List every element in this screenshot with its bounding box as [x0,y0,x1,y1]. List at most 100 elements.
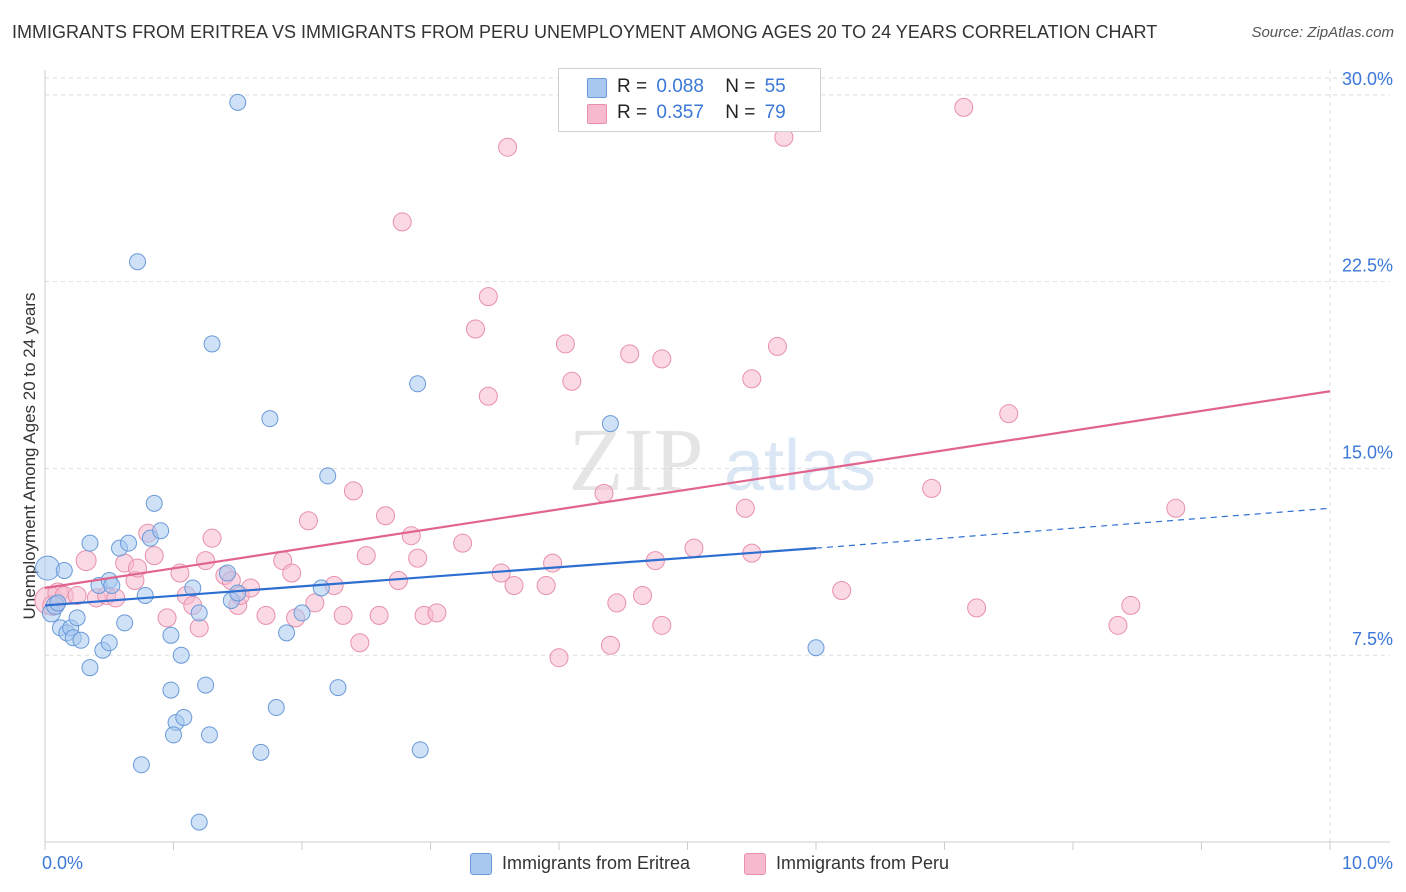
peru-point-28 [282,563,302,583]
peru-point-19 [196,551,216,571]
eritrea-point-5 [55,562,73,580]
bottom-legend-label-eritrea: Immigrants from Eritrea [502,853,691,873]
eritrea-point-21 [132,756,150,774]
legend-eritrea-r-value: 0.088 [656,76,704,97]
peru-point-76 [1108,615,1128,635]
bottom-legend-label-peru: Immigrants from Peru [776,853,950,873]
peru-point-47 [478,386,498,406]
eritrea-point-47 [312,579,330,597]
y-tick-label-2: 22.5% [1342,256,1393,276]
legend-eritrea-n-label: N = [725,76,756,97]
peru-point-74 [967,598,987,618]
eritrea-point-12 [81,659,99,677]
eritrea-point-34 [190,813,208,831]
peru-point-54 [549,648,569,668]
legend-eritrea-n-value: 55 [764,76,786,97]
peru-point-48 [478,287,498,307]
legend-swatch-eritrea [587,78,607,98]
eritrea-point-27 [162,681,180,699]
eritrea-point-49 [329,679,347,697]
bottom-legend-swatch-eritrea [470,853,492,875]
watermark-atlas: atlas [724,426,876,506]
peru-point-78 [1166,498,1186,518]
eritrea-point-10 [72,631,90,649]
peru-point-57 [594,483,614,503]
eritrea-point-36 [200,726,218,744]
legend-peru-r-value: 0.357 [656,102,704,123]
eritrea-point-38 [218,564,236,582]
eritrea-point-53 [807,639,825,657]
eritrea-point-0 [35,555,61,581]
trend-lines [44,390,1331,607]
chart-title: IMMIGRANTS FROM ERITREA VS IMMIGRANTS FR… [12,22,1158,42]
peru-point-58 [600,635,620,655]
peru-point-67 [742,369,762,389]
eritrea-point-52 [601,415,619,433]
peru-point-59 [607,593,627,613]
peru-point-63 [652,615,672,635]
peru-point-52 [536,575,556,595]
eritrea-point-26 [162,626,180,644]
trend-line-eritrea-extrapolated [815,507,1331,549]
eritrea-point-37 [203,335,221,353]
peru-point-77 [1121,595,1141,615]
peru-point-50 [498,137,518,157]
peru-point-5 [75,550,97,572]
legend-peru-r-label: R = [617,102,648,123]
gridlines [45,70,1390,842]
eritrea-point-33 [190,604,208,622]
source-credit: Source: ZipAtlas.com [1251,24,1394,41]
peru-point-72 [922,478,942,498]
eritrea-point-24 [145,494,163,512]
eritrea-point-44 [267,699,285,717]
peru-point-14 [157,608,177,628]
eritrea-point-35 [197,676,215,694]
peru-point-42 [408,548,428,568]
bottom-legend-swatch-peru [744,853,766,875]
peru-point-53 [543,553,563,573]
eritrea-point-22 [136,586,154,604]
peru-point-73 [954,97,974,117]
eritrea-point-18 [116,614,134,632]
legend-eritrea-r-label: R = [617,76,648,97]
eritrea-point-54 [100,634,118,652]
x-tick-label-0: 0.0% [42,853,83,873]
legend-peru-n-label: N = [725,102,756,123]
eritrea-point-48 [319,467,337,485]
y-tick-label-1: 15.0% [1342,442,1393,462]
peru-point-35 [350,633,370,653]
legend-swatch-peru [587,104,607,124]
peru-point-46 [465,319,485,339]
eritrea-point-29 [172,646,190,664]
peru-point-55 [555,334,575,354]
eritrea-point-20 [129,253,147,271]
eritrea-point-30 [175,708,193,726]
peru-point-4 [67,585,87,605]
eritrea-point-19 [120,534,138,552]
eritrea-point-46 [293,604,311,622]
peru-point-44 [427,603,447,623]
eritrea-point-3 [49,594,67,612]
eritrea-point-51 [411,741,429,759]
peru-point-65 [684,538,704,558]
x-tick-label-1: 10.0% [1342,853,1393,873]
eritrea-point-45 [278,624,296,642]
peru-point-45 [453,533,473,553]
axes [44,70,1390,850]
y-tick-label-0: 7.5% [1352,629,1393,649]
peru-point-13 [144,546,164,566]
peru-point-69 [767,336,787,356]
peru-point-33 [333,605,353,625]
peru-point-66 [735,498,755,518]
stats-legend: R = 0.088 N = 55 R = 0.357 N = 79 [558,68,821,132]
eritrea-point-40 [229,584,247,602]
peru-point-40 [392,212,412,232]
trend-line-peru [44,390,1331,590]
eritrea-point-50 [409,375,427,393]
tick-labels: 7.5% 15.0% 22.5% 30.0% 0.0% 10.0% [42,69,1393,873]
eritrea-point-11 [81,534,99,552]
peru-point-36 [356,546,376,566]
peru-point-37 [369,605,389,625]
peru-point-51 [504,575,524,595]
y-tick-label-3: 30.0% [1342,69,1393,89]
